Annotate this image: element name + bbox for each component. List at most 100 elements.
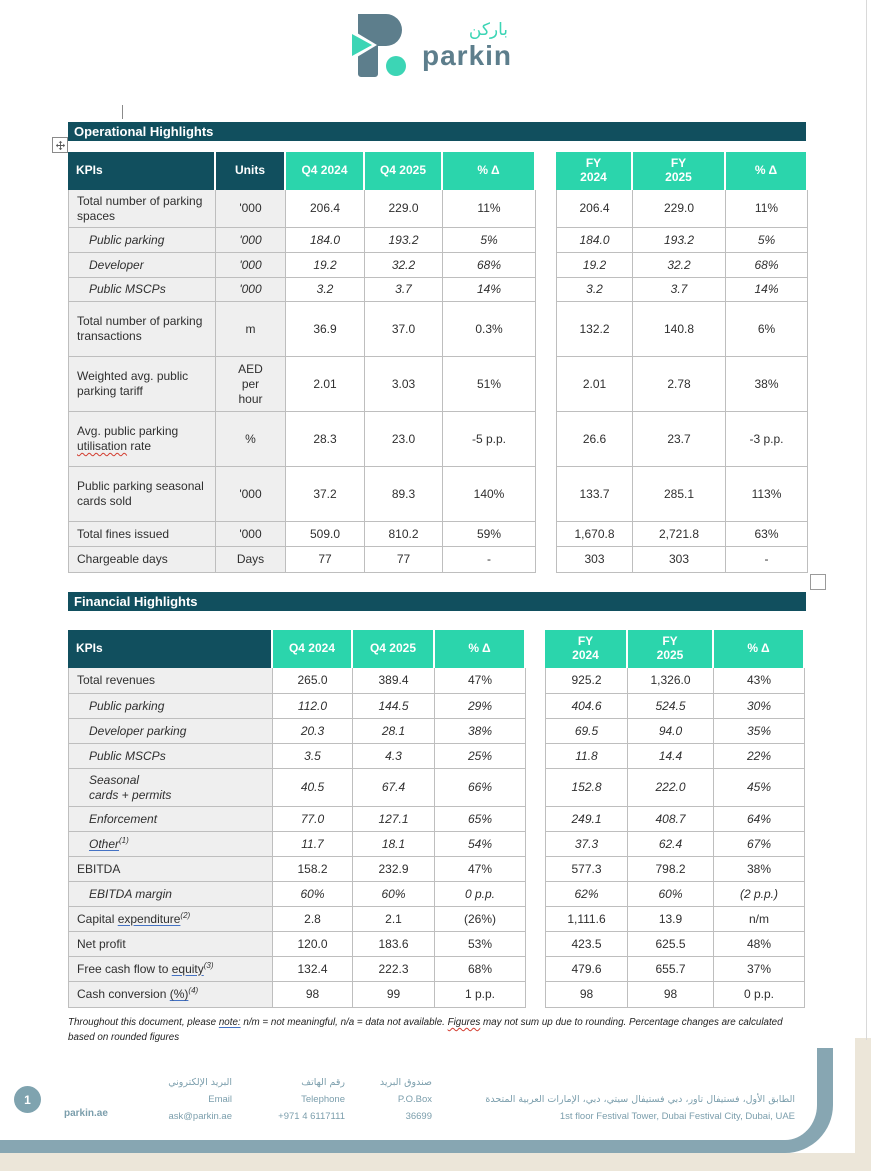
table-gap (526, 957, 545, 982)
value-cell: 37.2 (286, 467, 365, 522)
financial-table: KPIs Q4 2024 Q4 2025 % Δ FY 2024 FY 2025 %… (68, 630, 805, 1008)
value-cell: 3.03 (365, 357, 443, 412)
value-cell: 2,721.8 (633, 522, 726, 547)
value-cell: 60% (353, 882, 435, 907)
value-cell: 26.6 (556, 412, 633, 467)
value-cell: 62.4 (628, 832, 714, 857)
value-cell: 222.3 (353, 957, 435, 982)
value-cell: 38% (726, 357, 808, 412)
table-row: Enforcement 77.0 127.1 65% 249.1 408.7 6… (68, 807, 805, 832)
kpi-cell: Public parking (68, 694, 273, 719)
table-gap (526, 630, 545, 668)
kpi-label: Net profit (77, 936, 126, 951)
value-cell: 133.7 (556, 467, 633, 522)
units-cell: AED per hour (216, 357, 286, 412)
value-cell: (26%) (435, 907, 526, 932)
value-cell: 11.8 (545, 744, 628, 769)
units-cell: % (216, 412, 286, 467)
fy-label: FY (585, 156, 602, 171)
footnote-underlined: note: (218, 1017, 241, 1028)
table-gap (526, 857, 545, 882)
table-move-handle-icon[interactable] (52, 137, 68, 153)
value-cell: 23.0 (365, 412, 443, 467)
pobox-label-arabic: صندوق البريد (379, 1077, 432, 1088)
value-cell: 1,111.6 (545, 907, 628, 932)
kpi-label-part: rate (130, 439, 152, 453)
kpi-label: Free cash flow to equity(3) (77, 961, 214, 977)
table-header-row: KPIs Units Q4 2024 Q4 2025 % Δ FY 2024 FY… (68, 152, 808, 190)
footnote-misspelled: Figures (447, 1017, 481, 1028)
kpi-label-underlined: Other (89, 836, 120, 851)
value-cell: 2.8 (273, 907, 353, 932)
kpi-label: Public MSCPs (89, 748, 166, 763)
value-cell: 14.4 (628, 744, 714, 769)
fy-year: 2025 (665, 170, 692, 184)
value-cell: 184.0 (286, 228, 365, 253)
address-english: 1st floor Festival Tower, Dubai Festival… (559, 1111, 795, 1122)
table-gap (536, 467, 556, 522)
value-cell: 112.0 (273, 694, 353, 719)
footer-pobox-block: صندوق البريد P.O.Box 36699 (352, 1074, 432, 1125)
value-cell: 14% (443, 278, 536, 302)
table-row: Public parking seasonal cards sold '000 … (68, 467, 808, 522)
value-cell: 65% (435, 807, 526, 832)
value-cell: 144.5 (353, 694, 435, 719)
kpi-label: Weighted avg. public parking tariff (77, 369, 189, 398)
table-gap (536, 190, 556, 228)
fy-2024-header-cell: FY 2024 (545, 630, 628, 668)
table-gap (526, 694, 545, 719)
q4-2024-header-cell: Q4 2024 (286, 152, 365, 190)
fy-label: FY (662, 634, 678, 649)
value-cell: 3.7 (365, 278, 443, 302)
value-cell: 798.2 (628, 857, 714, 882)
footnote-text: n/m = not meaningful, n/a = data not ava… (240, 1017, 448, 1028)
delta-header-cell: % Δ (726, 152, 808, 190)
kpi-label-part: Capital (77, 911, 115, 926)
kpi-cell: Public MSCPs (68, 744, 273, 769)
table-header-row: KPIs Q4 2024 Q4 2025 % Δ FY 2024 FY 2025 %… (68, 630, 805, 668)
units-cell: '000 (216, 522, 286, 547)
value-cell: 67.4 (353, 769, 435, 807)
value-cell: 67% (714, 832, 805, 857)
address-arabic: الطابق الأول، فستيفال تاور، دبي فستيفال … (485, 1094, 795, 1105)
value-cell: 5% (726, 228, 808, 253)
email-label-arabic: البريد الإلكتروني (168, 1077, 232, 1088)
page-bottom-edge (0, 1153, 871, 1171)
value-cell: 89.3 (365, 467, 443, 522)
value-cell: 925.2 (545, 668, 628, 694)
value-cell: 127.1 (353, 807, 435, 832)
delta-header-cell: % Δ (435, 630, 526, 668)
q4-2024-header-cell: Q4 2024 (273, 630, 353, 668)
value-cell: 53% (435, 932, 526, 957)
value-cell: -5 p.p. (443, 412, 536, 467)
value-cell: 285.1 (633, 467, 726, 522)
telephone-label-arabic: رقم الهاتف (301, 1077, 345, 1088)
table-resize-handle[interactable] (810, 574, 826, 590)
kpi-cell: Seasonal cards + permits (68, 769, 273, 807)
kpi-label-part: Cash conversion (77, 987, 167, 1001)
value-cell: 655.7 (628, 957, 714, 982)
kpi-cell: Capital expenditure(2) (68, 907, 273, 932)
footnote-ref: (1) (119, 835, 129, 845)
value-cell: - (443, 547, 536, 573)
kpi-cell: Public parking (68, 228, 216, 253)
units-cell: Days (216, 547, 286, 573)
table-row: EBITDA margin 60% 60% 0 p.p. 62% 60% (2 … (68, 882, 805, 907)
fy-2025-header-cell: FY 2025 (628, 630, 714, 668)
table-gap (526, 807, 545, 832)
kpi-label-misspelled: utilisation (77, 439, 128, 453)
kpi-label: Total fines issued (77, 526, 170, 541)
kpi-cell: Free cash flow to equity(3) (68, 957, 273, 982)
value-cell: 77 (286, 547, 365, 573)
kpi-label: Total number of parking transactions (77, 314, 203, 343)
value-cell: 38% (435, 719, 526, 744)
value-cell: 48% (714, 932, 805, 957)
kpi-label: Capital expenditure(2) (77, 911, 190, 927)
value-cell: 11% (726, 190, 808, 228)
value-cell: 113% (726, 467, 808, 522)
fy-label: FY (577, 634, 594, 649)
operational-section-title: Operational Highlights (68, 122, 806, 141)
kpi-cell: Other(1) (68, 832, 273, 857)
value-cell: 3.7 (633, 278, 726, 302)
